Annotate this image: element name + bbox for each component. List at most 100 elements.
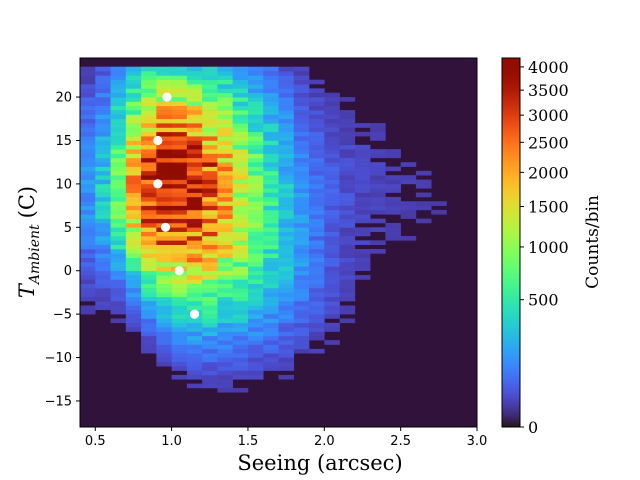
heatmap-cell xyxy=(217,266,233,272)
heatmap-cell xyxy=(80,196,96,202)
heatmap-cell xyxy=(125,175,142,180)
heatmap-cell xyxy=(202,353,218,358)
heatmap-cell xyxy=(186,218,203,224)
heatmap-cell xyxy=(217,149,233,154)
heatmap-cell xyxy=(95,71,111,76)
heatmap-cell xyxy=(156,162,172,167)
heatmap-cell xyxy=(217,283,233,289)
heatmap-cell xyxy=(309,118,325,124)
heatmap-cell xyxy=(217,318,233,324)
heatmap-cell xyxy=(247,374,264,380)
heatmap-cell xyxy=(80,275,96,280)
heatmap-cell xyxy=(232,292,249,298)
heatmap-cell xyxy=(171,249,188,254)
heatmap-cell xyxy=(95,101,111,107)
heatmap-cell xyxy=(354,253,371,258)
heatmap-cell xyxy=(309,222,325,228)
heatmap-cell xyxy=(278,218,295,224)
heatmap-cell xyxy=(202,266,218,272)
heatmap-cell xyxy=(80,175,96,180)
heatmap-cell xyxy=(125,209,142,215)
heatmap-cell xyxy=(309,275,325,280)
heatmap-cell xyxy=(354,227,371,232)
heatmap-cell xyxy=(293,270,310,276)
heatmap-cell xyxy=(156,235,172,241)
heatmap-cell xyxy=(247,162,264,167)
heatmap-cell xyxy=(385,188,401,193)
heatmap-cell xyxy=(171,153,188,159)
heatmap-cell xyxy=(125,266,142,272)
heatmap-cell xyxy=(95,253,111,258)
heatmap-cell xyxy=(293,79,310,85)
heatmap-cell xyxy=(232,231,249,237)
heatmap-cell xyxy=(278,314,295,319)
heatmap-cell xyxy=(247,110,264,115)
heatmap-cell xyxy=(324,183,340,189)
heatmap-cell xyxy=(186,166,203,172)
median-point xyxy=(160,222,171,232)
heatmap-cell xyxy=(202,249,218,254)
heatmap-cell xyxy=(171,331,188,337)
heatmap-cell xyxy=(339,214,356,219)
heatmap-cell xyxy=(125,222,142,228)
heatmap-cell xyxy=(217,314,233,319)
heatmap-cell xyxy=(324,118,340,124)
heatmap-cell xyxy=(156,331,172,337)
heatmap-cell xyxy=(202,279,218,285)
heatmap-cell xyxy=(278,209,295,215)
heatmap-cell xyxy=(125,166,142,172)
heatmap-cell xyxy=(263,84,279,89)
heatmap-cell xyxy=(110,175,127,180)
heatmap-cell xyxy=(141,214,157,219)
heatmap-cell xyxy=(95,209,111,215)
heatmap-cell xyxy=(293,301,310,306)
heatmap-cell xyxy=(95,175,111,180)
y-axis-title-unit: (C) xyxy=(15,186,39,218)
heatmap-cell xyxy=(156,127,172,133)
heatmap-cell xyxy=(186,105,203,111)
y-tick-label: 10 xyxy=(55,177,72,192)
heatmap-cell xyxy=(156,262,172,267)
heatmap-cell xyxy=(232,92,249,98)
heatmap-cell xyxy=(232,179,249,185)
heatmap-cell xyxy=(354,153,371,159)
heatmap-cell xyxy=(95,288,111,293)
heatmap-cell xyxy=(156,279,172,285)
heatmap-cell xyxy=(324,253,340,258)
heatmap-cell xyxy=(202,275,218,280)
heatmap-cell xyxy=(309,140,325,146)
heatmap-cell xyxy=(141,188,157,193)
heatmap-cell xyxy=(339,231,356,237)
heatmap-cell xyxy=(247,314,264,319)
heatmap-cell xyxy=(141,305,157,311)
heatmap-cell xyxy=(110,149,127,154)
heatmap-cell xyxy=(141,227,157,232)
heatmap-cell xyxy=(125,292,142,298)
heatmap-cell xyxy=(202,66,218,72)
heatmap-cell xyxy=(125,149,142,154)
heatmap-cell xyxy=(339,244,356,250)
heatmap-cell xyxy=(309,110,325,115)
heatmap-cell xyxy=(217,79,233,85)
heatmap-cell xyxy=(141,266,157,272)
heatmap-cell xyxy=(125,110,142,115)
y-tick-label: −10 xyxy=(45,351,72,366)
heatmap-cell xyxy=(80,136,96,141)
heatmap-cell xyxy=(232,97,249,102)
heatmap-cell xyxy=(141,183,157,189)
heatmap-cell xyxy=(80,244,96,250)
heatmap-cell xyxy=(95,84,111,89)
heatmap-cell xyxy=(186,305,203,311)
heatmap-cell xyxy=(232,222,249,228)
heatmap-cell xyxy=(171,179,188,185)
heatmap-cell xyxy=(293,222,310,228)
heatmap-cell xyxy=(156,101,172,107)
heatmap-cell xyxy=(232,357,249,363)
heatmap-cell xyxy=(415,183,432,189)
heatmap-cell xyxy=(217,257,233,263)
heatmap-cell xyxy=(309,322,325,328)
heatmap-cell xyxy=(324,279,340,285)
heatmap-cell xyxy=(171,344,188,350)
heatmap-cell xyxy=(217,235,233,241)
heatmap-cell xyxy=(217,244,233,250)
